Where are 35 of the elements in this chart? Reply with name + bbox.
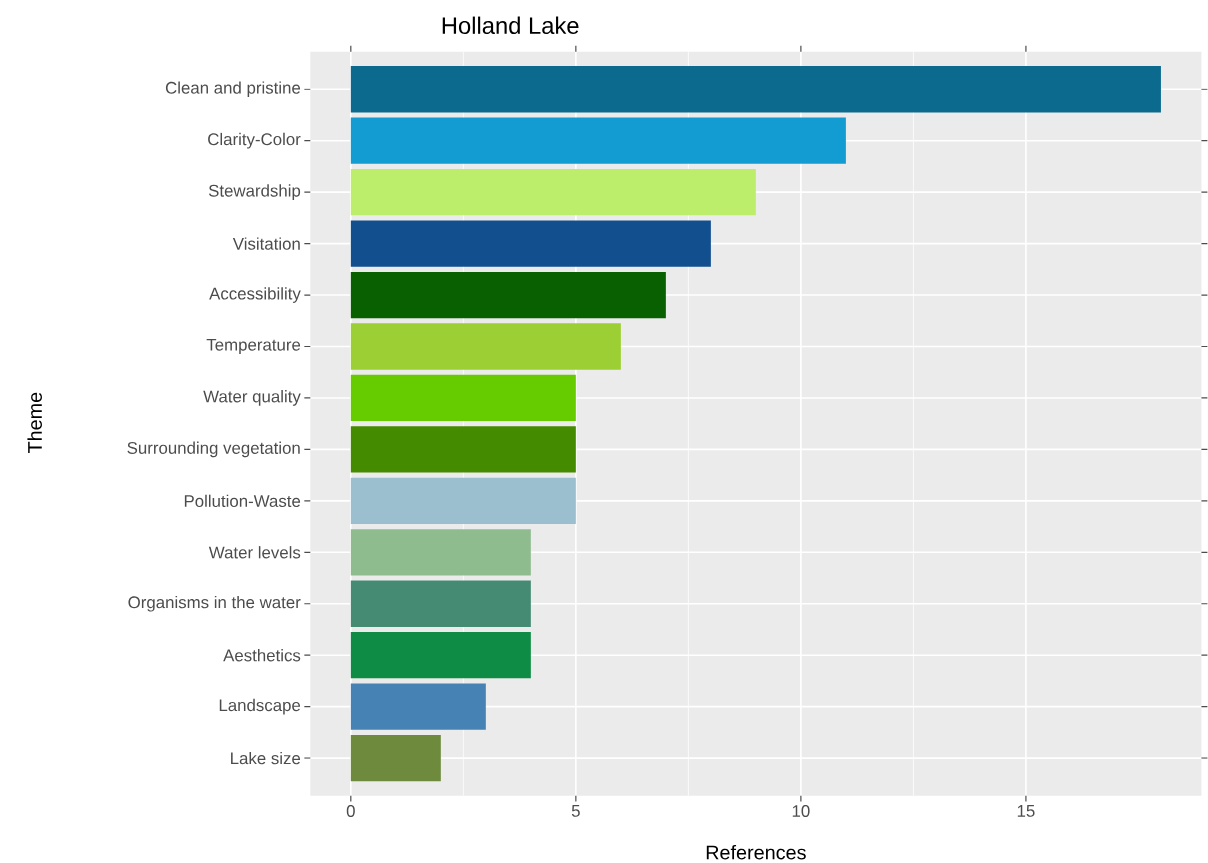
bar	[350, 477, 576, 524]
y-tick-label: Visitation	[232, 237, 300, 250]
y-tick-label: Aesthetics	[223, 648, 301, 662]
y-tick-label: Lake size	[231, 751, 301, 765]
y-tick-label: Accessibility	[209, 287, 301, 303]
y-tick-label: Water quality	[203, 389, 301, 406]
bar	[350, 734, 441, 782]
bar	[350, 580, 531, 627]
bar	[350, 65, 1161, 113]
bar	[350, 374, 576, 421]
y-tick-label: Temperature	[206, 338, 301, 354]
chart-title: Holland Lake	[442, 16, 579, 34]
x-tick-label: 10	[792, 804, 810, 817]
x-tick-label: 15	[1017, 804, 1035, 817]
bar	[350, 323, 621, 370]
bar	[350, 631, 531, 679]
x-tick-label: 5	[571, 804, 580, 817]
bar	[350, 220, 711, 267]
x-axis-title: References	[706, 844, 806, 860]
bar	[350, 529, 531, 576]
y-tick-label: Organisms in the water	[128, 595, 301, 612]
bar	[350, 168, 756, 216]
y-tick-label: Pollution-Waste	[184, 494, 301, 507]
x-tick-label: 0	[346, 804, 355, 817]
bar	[350, 683, 486, 730]
y-axis-title: Theme	[27, 392, 42, 453]
bar	[350, 117, 846, 164]
y-tick-label: Stewardship	[208, 184, 301, 200]
y-tick-label: Clean and pristine	[165, 81, 301, 97]
bar	[350, 426, 576, 473]
bar	[350, 271, 666, 319]
y-tick-label: Landscape	[219, 698, 301, 715]
y-tick-label: Surrounding vegetation	[127, 441, 300, 458]
y-tick-label: Water levels	[208, 545, 301, 559]
y-tick-label: Clarity-Color	[208, 132, 301, 149]
